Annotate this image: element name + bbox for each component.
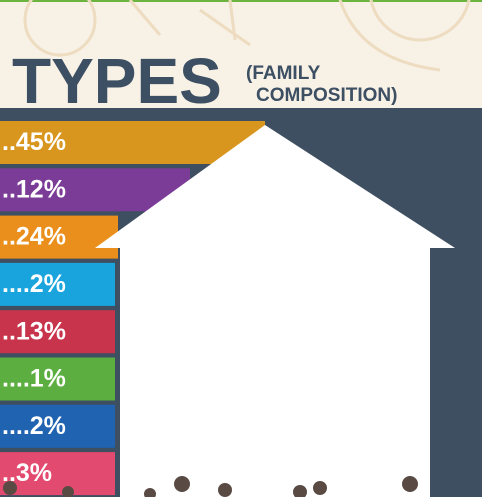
color-band bbox=[0, 452, 115, 496]
color-band bbox=[0, 310, 115, 354]
band-label: ..45% bbox=[2, 128, 66, 156]
band-label: ....1% bbox=[2, 365, 66, 393]
subtitle: (FAMILY bbox=[246, 63, 321, 84]
sun-doodles bbox=[23, 0, 471, 72]
band-label: ..13% bbox=[2, 317, 66, 345]
subtitle: COMPOSITION) bbox=[256, 85, 397, 106]
color-band bbox=[0, 121, 265, 164]
bars: ..45%..12%..24%....2%..13%....1%....2%..… bbox=[0, 121, 265, 496]
house-roof bbox=[95, 125, 455, 248]
color-band bbox=[0, 215, 118, 259]
color-band bbox=[0, 262, 115, 306]
band-label: ..12% bbox=[2, 175, 66, 203]
color-band bbox=[0, 404, 115, 448]
color-band bbox=[0, 357, 115, 401]
title: TYPES bbox=[12, 45, 222, 117]
top-rule bbox=[0, 0, 482, 2]
house-body bbox=[120, 246, 430, 497]
people bbox=[3, 476, 418, 497]
band-label: ..24% bbox=[2, 223, 66, 251]
band-label: ....2% bbox=[2, 412, 66, 440]
band-label: ....2% bbox=[2, 270, 66, 298]
